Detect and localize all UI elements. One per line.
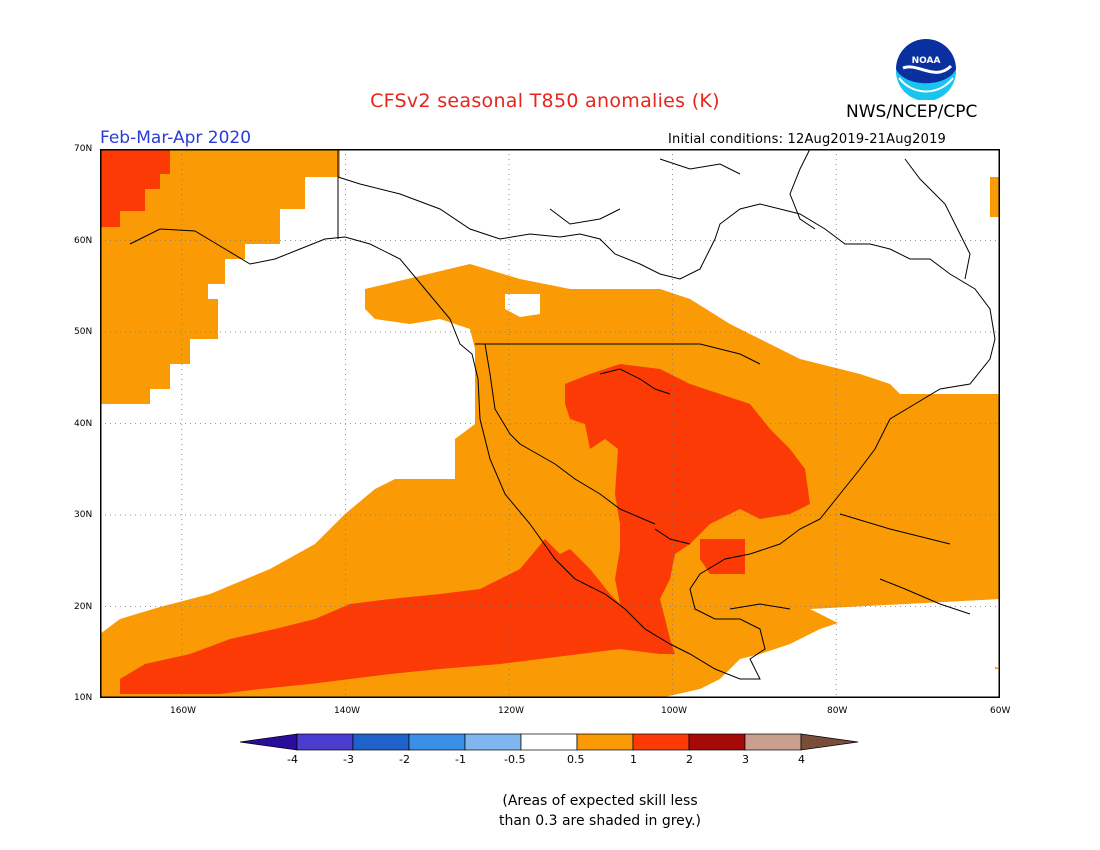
colorbar-tick-p05: 0.5	[567, 753, 585, 766]
coastlines	[129, 148, 996, 680]
lat-label-70n: 70N	[74, 144, 93, 154]
colorbar-tick-m05: -0.5	[504, 753, 526, 766]
color-bar-low-arrow	[239, 733, 298, 751]
lat-label-30n: 30N	[74, 510, 93, 520]
lat-label-50n: 50N	[74, 327, 93, 337]
skill-footnote-line2: than 0.3 are shaded in grey.)	[498, 813, 701, 829]
lon-label-120w: 120W	[498, 706, 525, 716]
org-label: NWS/NCEP/CPC	[846, 102, 978, 122]
map-grid	[100, 149, 1000, 698]
anomaly-shading-white	[505, 294, 1000, 669]
colorbar-tick-m1: -1	[455, 753, 466, 766]
lat-label-40n: 40N	[74, 419, 93, 429]
season-label: Feb-Mar-Apr 2020	[100, 128, 252, 148]
anomaly-shading-red	[100, 149, 810, 694]
color-bar	[239, 733, 860, 751]
noaa-logo-text: NOAA	[911, 56, 941, 66]
color-bar-high-arrow	[800, 733, 859, 751]
colorbar-tick-p1: 1	[630, 753, 637, 766]
lon-label-160w: 160W	[170, 706, 197, 716]
lon-label-140w: 140W	[334, 706, 361, 716]
initial-conditions-label: Initial conditions: 12Aug2019-21Aug2019	[668, 132, 947, 147]
lon-label-60w: 60W	[990, 706, 1011, 716]
skill-footnote: (Areas of expected skill less than 0.3 a…	[440, 791, 760, 831]
colorbar-tick-p3: 3	[742, 753, 749, 766]
lon-label-100w: 100W	[661, 706, 688, 716]
colorbar-tick-m2: -2	[399, 753, 410, 766]
noaa-logo: NOAA	[895, 38, 957, 101]
colorbar-tick-m3: -3	[343, 753, 354, 766]
map-frame	[100, 149, 1000, 698]
anomaly-map-svg	[100, 148, 1000, 698]
skill-footnote-line1: (Areas of expected skill less	[502, 793, 698, 809]
colorbar-tick-m4: -4	[287, 753, 298, 766]
map-title: CFSv2 seasonal T850 anomalies (K)	[370, 90, 720, 112]
anomaly-shading-orange	[100, 149, 1000, 698]
colorbar-tick-p4: 4	[798, 753, 805, 766]
anomaly-map	[100, 148, 1000, 698]
lat-label-20n: 20N	[74, 602, 93, 612]
lon-label-80w: 80W	[827, 706, 848, 716]
lat-label-60n: 60N	[74, 236, 93, 246]
colorbar-tick-p2: 2	[686, 753, 693, 766]
lat-label-10n: 10N	[74, 693, 93, 703]
